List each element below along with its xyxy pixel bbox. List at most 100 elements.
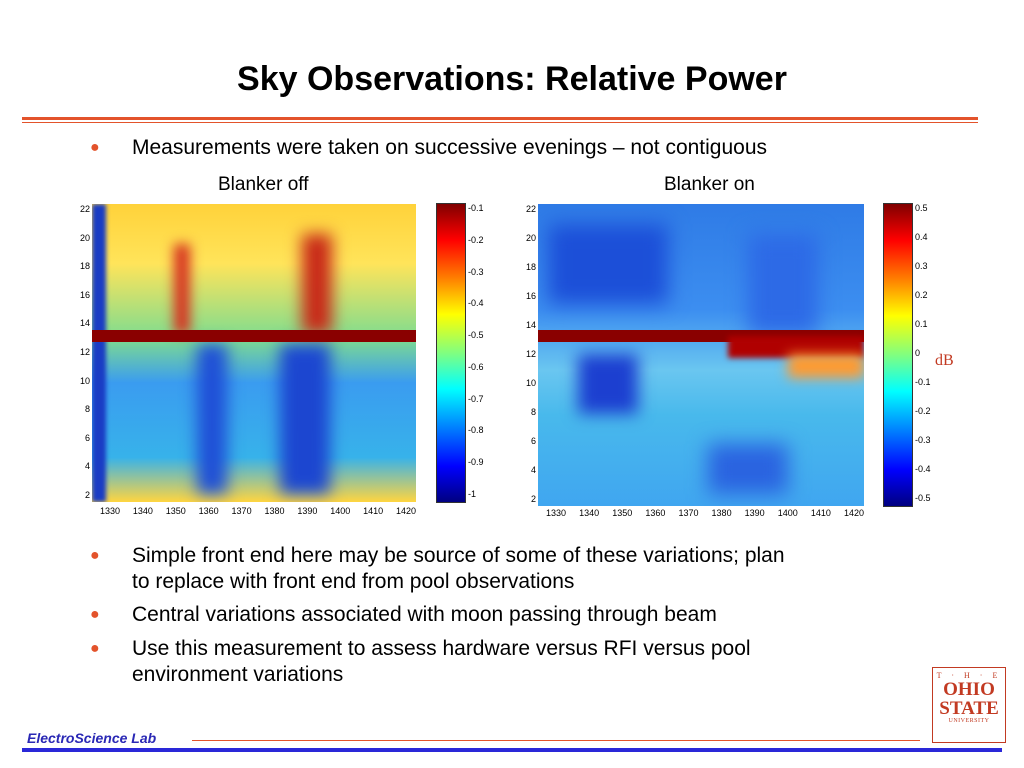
colorbar-tick-label: -0.4 (915, 464, 931, 474)
y-tick-label: 2 (530, 494, 536, 504)
bullet-text: Central variations associated with moon … (132, 603, 717, 626)
heatmap-blob (788, 354, 864, 378)
x-tick-label: 1400 (777, 508, 798, 518)
colorbar-blanker-off (436, 203, 466, 503)
y-tick-label: 20 (525, 233, 536, 243)
logo-ohio: OHIO (943, 679, 995, 700)
colorbar-tick-label: -0.1 (915, 377, 931, 387)
colorbar-ticks-blanker-on: 0.5 0.4 0.3 0.2 0.1 0 -0.1 -0.2 -0.3 -0.4 -0.5 (915, 203, 945, 505)
heatmap-blob (708, 444, 788, 494)
colorbar-tick-label: -0.7 (468, 393, 484, 404)
x-tick-label: 1390 (297, 506, 318, 516)
heatmap-blanker-on (538, 204, 864, 506)
colorbar-tick-label: -0.1 (468, 203, 484, 213)
logo-state: STATE (939, 698, 999, 719)
x-tick-label: 1400 (330, 506, 351, 516)
y-tick-label: 8 (530, 407, 536, 417)
y-tick-label: 22 (525, 204, 536, 214)
y-tick-label: 2 (84, 490, 90, 500)
colorbar-tick-label: -0.5 (468, 330, 484, 341)
bullet-dot-icon: ● (90, 547, 100, 564)
x-tick-label: 1380 (711, 508, 732, 518)
x-tick-label: 1340 (579, 508, 600, 518)
y-tick-label: 8 (84, 404, 90, 415)
y-tick-label: 10 (79, 375, 90, 386)
x-tick-label: 1350 (612, 508, 633, 518)
heatmap-blanker-off (92, 204, 416, 502)
heatmap-blob (280, 344, 330, 494)
bullet-text: Use this measurement to assess hardware … (132, 637, 751, 660)
heatmap-blob (302, 234, 332, 334)
colorbar-tick-label: 0.1 (915, 319, 928, 329)
colorbar-tick-label: -0.6 (468, 361, 484, 372)
y-tick-label: 6 (84, 432, 90, 443)
colorbar-tick-label: -0.2 (915, 406, 931, 416)
colorbar-blanker-on (883, 203, 913, 507)
heatmap-band (92, 330, 416, 342)
y-tick-label: 16 (525, 291, 536, 301)
x-tick-label: 1360 (645, 508, 666, 518)
colorbar-tick-label: -0.5 (915, 493, 931, 503)
panel-label-blanker-off: Blanker off (218, 174, 309, 195)
y-tick-label: 22 (79, 204, 90, 214)
logo-the: T · H · E (936, 671, 1002, 680)
title-rule (22, 117, 978, 120)
colorbar-tick-label: 0.4 (915, 232, 928, 242)
x-tick-label: 1410 (810, 508, 831, 518)
colorbar-tick-label: 0.5 (915, 203, 928, 213)
y-tick-label: 12 (79, 347, 90, 357)
colorbar-tick-label: 0 (915, 348, 921, 358)
heatmap-column (92, 204, 106, 502)
y-tick-label: 14 (79, 318, 90, 329)
y-axis-blanker-on: 22 20 18 16 14 12 10 8 6 4 2 (522, 204, 538, 506)
y-tick-label: 16 (79, 289, 90, 300)
bullet-text: Measurements were taken on successive ev… (132, 136, 768, 159)
heatmap-fill (92, 204, 416, 502)
bullet-text: to replace with front end from pool obse… (132, 570, 575, 593)
colorbar-tick-label: -0.2 (468, 234, 484, 245)
y-axis-blanker-off: 22 20 18 16 14 12 10 8 6 4 2 (76, 204, 92, 502)
x-axis-blanker-off: 1330 1340 1350 1360 1370 1380 1390 1400 1410 1420 (92, 506, 416, 518)
heatmap-blob (174, 244, 190, 334)
x-tick-label: 1360 (198, 506, 219, 516)
footer-bar (22, 748, 1002, 752)
bullet-dot-icon: ● (90, 640, 100, 657)
panel-label-blanker-on: Blanker on (664, 174, 755, 195)
x-tick-label: 1420 (396, 506, 417, 516)
title-rule-thin (22, 122, 978, 123)
colorbar-tick-label: -0.4 (468, 298, 484, 309)
heatmap-blob (578, 354, 638, 414)
slide-title: Sky Observations: Relative Power (237, 60, 787, 98)
y-tick-label: 18 (525, 262, 536, 272)
bullet-dot-icon: ● (90, 139, 100, 156)
footer-lab-name: ElectroScience Lab (27, 730, 157, 746)
logo-university: UNIVERSITY (948, 718, 990, 724)
colorbar-tick-label: -0.8 (468, 425, 484, 436)
heatmap-blob (548, 224, 668, 304)
bullet-text: environment variations (132, 663, 344, 686)
heatmap-blob (748, 234, 818, 334)
y-tick-label: 6 (530, 436, 536, 446)
x-tick-label: 1390 (744, 508, 765, 518)
colorbar-tick-label: -1 (468, 489, 477, 499)
x-tick-label: 1410 (363, 506, 384, 516)
bullet-text: Simple front end here may be source of s… (132, 544, 785, 567)
x-tick-label: 1330 (546, 508, 567, 518)
bullet-dot-icon: ● (90, 606, 100, 623)
y-tick-label: 4 (84, 461, 90, 472)
x-tick-label: 1380 (264, 506, 285, 516)
colorbar-tick-label: 0.2 (915, 290, 928, 300)
osu-logo: T · H · E OHIO STATE UNIVERSITY (932, 667, 1006, 743)
x-tick-label: 1420 (844, 508, 865, 518)
y-tick-label: 10 (525, 378, 536, 388)
colorbar-tick-label: -0.3 (915, 435, 931, 445)
footer-rule (192, 740, 920, 741)
y-tick-label: 18 (79, 261, 90, 272)
y-tick-label: 4 (530, 465, 536, 475)
x-tick-label: 1370 (231, 506, 252, 516)
colorbar-tick-label: -0.9 (468, 457, 484, 468)
x-tick-label: 1350 (165, 506, 186, 516)
colorbar-tick-label: -0.3 (468, 266, 484, 277)
y-tick-label: 14 (525, 320, 536, 330)
y-tick-label: 20 (79, 232, 90, 243)
